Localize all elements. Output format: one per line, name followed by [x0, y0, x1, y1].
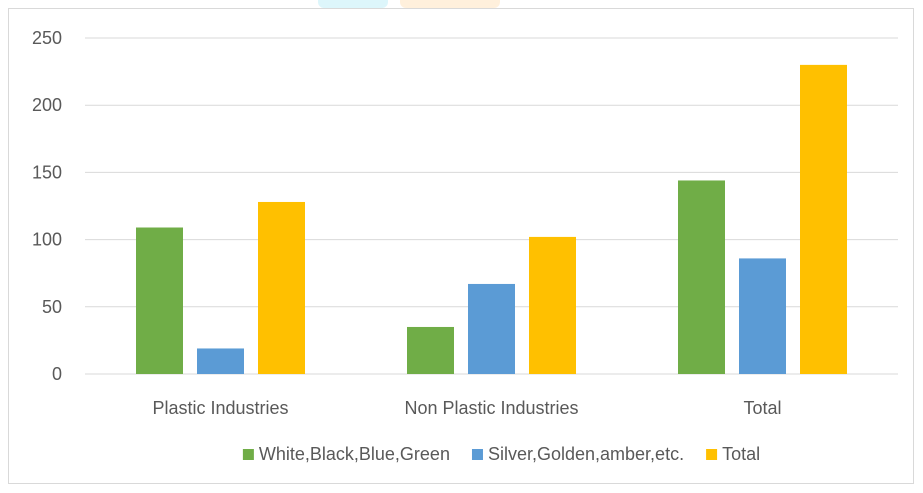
bar-0-1 — [197, 348, 244, 374]
watermark-shape-orange — [400, 0, 500, 8]
legend-label-0: White,Black,Blue,Green — [259, 444, 450, 464]
x-tick-label-0: Plastic Industries — [152, 398, 288, 418]
legend-swatch-1 — [471, 449, 483, 460]
legend-label-2: Total — [722, 444, 760, 464]
y-tick-label-5: 250 — [32, 28, 62, 48]
x-tick-label-2: Total — [743, 398, 781, 418]
bar-2-2 — [800, 64, 847, 374]
watermark-shape-cyan — [318, 0, 388, 8]
legend-swatch-2 — [706, 449, 718, 460]
y-tick-label-1: 50 — [42, 297, 62, 317]
bar-1-2 — [529, 236, 576, 374]
bar-2-1 — [739, 258, 786, 374]
bar-0-0 — [136, 227, 183, 374]
bar-0-2 — [258, 201, 305, 374]
bar-1-0 — [407, 326, 454, 374]
legend-label-1: Silver,Golden,amber,etc. — [488, 444, 684, 464]
y-tick-label-2: 100 — [32, 230, 62, 250]
y-tick-label-3: 150 — [32, 162, 62, 182]
legend-swatch-0 — [242, 449, 254, 460]
y-tick-label-0: 0 — [52, 364, 62, 384]
bar-1-1 — [468, 283, 515, 374]
x-tick-label-1: Non Plastic Industries — [404, 398, 578, 418]
bar-2-0 — [678, 180, 725, 374]
y-tick-label-4: 200 — [32, 95, 62, 115]
